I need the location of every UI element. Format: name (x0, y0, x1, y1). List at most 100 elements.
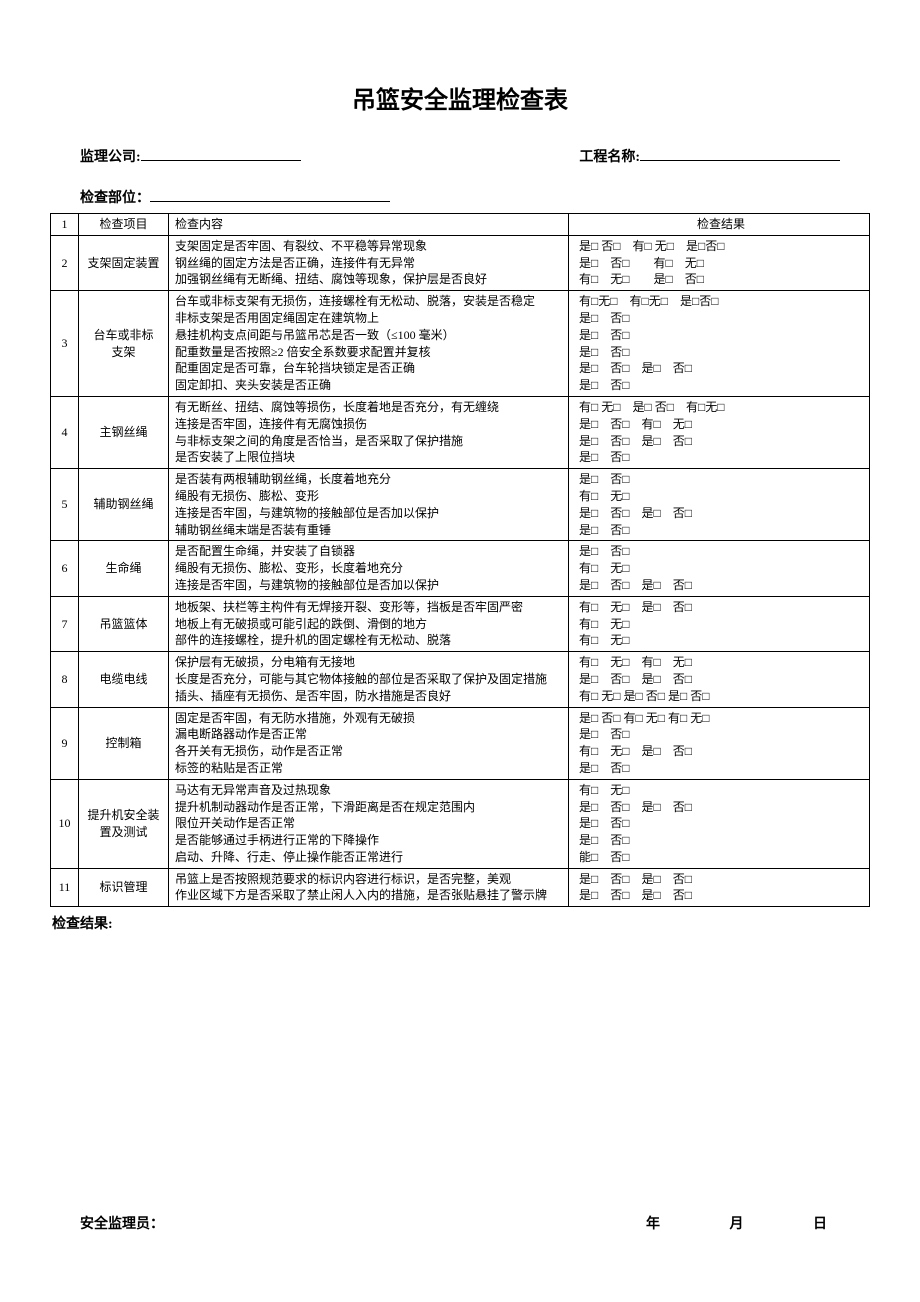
project-underline (640, 145, 840, 161)
content-line: 与非标支架之间的角度是否恰当，是否采取了保护措施 (175, 433, 562, 450)
content-line: 启动、升降、行走、停止操作能否正常进行 (175, 849, 562, 866)
row-content: 固定是否牢固，有无防水措施，外观有无破损漏电断路器动作是否正常各开关有无损伤，动… (169, 707, 569, 779)
inspection-table: 1 检查项目 检查内容 检查结果 2支架固定装置支架固定是否牢固、有裂纹、不平稳… (50, 213, 870, 907)
content-line: 长度是否充分，可能与其它物体接触的部位是否采取了保护及固定措施 (175, 671, 562, 688)
row-result: 有□ 无□ 是□ 否□ 有□无□是□ 否□ 有□ 无□是□ 否□ 是□ 否□是□… (569, 396, 870, 468)
day-label: 日 (800, 1213, 840, 1233)
table-row: 11标识管理吊篮上是否按照规范要求的标识内容进行标识，是否完整，美观作业区域下方… (51, 868, 870, 907)
result-line: 是□ 否□ (579, 543, 863, 560)
result-line: 有□ 无□ (579, 782, 863, 799)
row-number: 2 (51, 235, 79, 290)
result-line: 是□ 否□ (579, 522, 863, 539)
row-item: 主钢丝绳 (79, 396, 169, 468)
inspector-label: 安全监理员： (80, 1213, 164, 1233)
header-row-1: 监理公司: 工程名称: (80, 145, 840, 166)
row-result: 有□ 无□ 是□ 否□有□ 无□有□ 无□ (569, 596, 870, 651)
row-item: 台车或非标支架 (79, 291, 169, 397)
company-label: 监理公司: (80, 146, 141, 166)
row-item: 控制箱 (79, 707, 169, 779)
result-line: 有□ 无□ 是□ 否□ 有□无□ (579, 399, 863, 416)
result-line: 有□ 无□ 是□ 否□ (579, 599, 863, 616)
content-line: 绳股有无损伤、膨松、变形 (175, 488, 562, 505)
row-result: 是□ 否□有□ 无□是□ 否□ 是□ 否□ (569, 541, 870, 596)
page-title: 吊篮安全监理检查表 (50, 80, 870, 115)
result-footer: 检查结果: (52, 913, 870, 933)
row-number: 5 (51, 469, 79, 541)
row-result: 是□ 否□有□ 无□是□ 否□ 是□ 否□是□ 否□ (569, 469, 870, 541)
result-line: 有□ 无□ (579, 616, 863, 633)
result-line: 是□ 否□ 是□ 否□ (579, 505, 863, 522)
content-line: 插头、插座有无损伤、是否牢固，防水措施是否良好 (175, 688, 562, 705)
result-line: 是□ 否□ (579, 726, 863, 743)
content-line: 连接是否牢固，与建筑物的接触部位是否加以保护 (175, 505, 562, 522)
date-field: 年 月 日 (593, 1213, 840, 1233)
content-line: 是否配置生命绳，并安装了自锁器 (175, 543, 562, 560)
result-line: 是□ 否□ 是□ 否□ (579, 671, 863, 688)
content-line: 连接是否牢固，与建筑物的接触部位是否加以保护 (175, 577, 562, 594)
result-line: 是□ 否□ 有□ 无□ 是□否□ (579, 238, 863, 255)
result-line: 有□ 无□ 是□ 否□ 是□ 否□ (579, 688, 863, 705)
footer-row: 安全监理员： 年 月 日 (80, 1213, 840, 1233)
table-row: 3台车或非标支架台车或非标支架有无损伤，连接螺栓有无松动、脱落，安装是否稳定非标… (51, 291, 870, 397)
table-row: 2支架固定装置支架固定是否牢固、有裂纹、不平稳等异常现象钢丝绳的固定方法是否正确… (51, 235, 870, 290)
company-field: 监理公司: (80, 145, 301, 166)
month-label: 月 (717, 1213, 757, 1233)
row-number: 10 (51, 779, 79, 868)
location-underline (150, 186, 390, 202)
result-line: 是□ 否□ 有□ 无□ (579, 255, 863, 272)
result-line: 是□ 否□ (579, 449, 863, 466)
content-line: 固定卸扣、夹头安装是否正确 (175, 377, 562, 394)
content-line: 配重固定是否可靠，台车轮挡块锁定是否正确 (175, 360, 562, 377)
content-line: 各开关有无损伤，动作是否正常 (175, 743, 562, 760)
row-content: 马达有无异常声音及过热现象提升机制动器动作是否正常，下滑距离是否在规定范围内限位… (169, 779, 569, 868)
col-item-header: 检查项目 (79, 214, 169, 236)
year-label: 年 (633, 1213, 673, 1233)
col-result-header: 检查结果 (569, 214, 870, 236)
result-line: 有□ 无□ (579, 632, 863, 649)
content-line: 标签的粘贴是否正常 (175, 760, 562, 777)
row-content: 支架固定是否牢固、有裂纹、不平稳等异常现象钢丝绳的固定方法是否正确，连接件有无异… (169, 235, 569, 290)
table-row: 8电缆电线保护层有无破损，分电箱有无接地长度是否充分，可能与其它物体接触的部位是… (51, 652, 870, 707)
content-line: 漏电断路器动作是否正常 (175, 726, 562, 743)
row-number: 6 (51, 541, 79, 596)
result-line: 有□ 无□ 是□ 否□ (579, 271, 863, 288)
row-item: 提升机安全装置及测试 (79, 779, 169, 868)
result-line: 是□ 否□ (579, 832, 863, 849)
table-row: 10提升机安全装置及测试马达有无异常声音及过热现象提升机制动器动作是否正常，下滑… (51, 779, 870, 868)
row-content: 地板架、扶栏等主构件有无焊接开裂、变形等，挡板是否牢固严密地板上有无破损或可能引… (169, 596, 569, 651)
result-line: 是□ 否□ 是□ 否□ (579, 433, 863, 450)
content-line: 保护层有无破损，分电箱有无接地 (175, 654, 562, 671)
col-num-header: 1 (51, 214, 79, 236)
result-line: 有□无□ 有□无□ 是□否□ (579, 293, 863, 310)
row-item: 电缆电线 (79, 652, 169, 707)
row-item: 支架固定装置 (79, 235, 169, 290)
row-item: 吊篮篮体 (79, 596, 169, 651)
project-label: 工程名称: (579, 146, 640, 166)
result-line: 是□ 否□ (579, 471, 863, 488)
content-line: 连接是否牢固，连接件有无腐蚀损伤 (175, 416, 562, 433)
header-row-2: 检查部位： (80, 186, 840, 207)
table-row: 5辅助钢丝绳是否装有两根辅助钢丝绳，长度着地充分绳股有无损伤、膨松、变形连接是否… (51, 469, 870, 541)
row-item: 辅助钢丝绳 (79, 469, 169, 541)
content-line: 地板上有无破损或可能引起的跌倒、滑倒的地方 (175, 616, 562, 633)
row-number: 8 (51, 652, 79, 707)
content-line: 绳股有无损伤、膨松、变形，长度着地充分 (175, 560, 562, 577)
table-row: 6生命绳是否配置生命绳，并安装了自锁器绳股有无损伤、膨松、变形，长度着地充分连接… (51, 541, 870, 596)
row-number: 9 (51, 707, 79, 779)
result-line: 能□ 否□ (579, 849, 863, 866)
row-result: 有□ 无□ 有□ 无□是□ 否□ 是□ 否□有□ 无□ 是□ 否□ 是□ 否□ (569, 652, 870, 707)
result-line: 是□ 否□ 有□ 无□ (579, 416, 863, 433)
result-line: 是□ 否□ 有□ 无□ 有□ 无□ (579, 710, 863, 727)
result-line: 是□ 否□ (579, 327, 863, 344)
table-header-row: 1 检查项目 检查内容 检查结果 (51, 214, 870, 236)
result-line: 有□ 无□ 是□ 否□ (579, 743, 863, 760)
company-underline (141, 145, 301, 161)
content-line: 吊篮上是否按照规范要求的标识内容进行标识，是否完整，美观 (175, 871, 562, 888)
content-line: 固定是否牢固，有无防水措施，外观有无破损 (175, 710, 562, 727)
row-content: 是否配置生命绳，并安装了自锁器绳股有无损伤、膨松、变形，长度着地充分连接是否牢固… (169, 541, 569, 596)
content-line: 提升机制动器动作是否正常，下滑距离是否在规定范围内 (175, 799, 562, 816)
result-line: 是□ 否□ 是□ 否□ (579, 871, 863, 888)
content-line: 非标支架是否用固定绳固定在建筑物上 (175, 310, 562, 327)
content-line: 支架固定是否牢固、有裂纹、不平稳等异常现象 (175, 238, 562, 255)
content-line: 是否装有两根辅助钢丝绳，长度着地充分 (175, 471, 562, 488)
